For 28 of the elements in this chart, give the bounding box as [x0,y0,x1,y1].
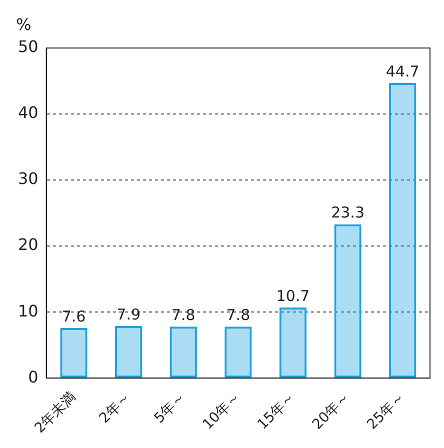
bar [224,326,252,378]
y-tick-label: 30 [18,169,38,188]
x-tick-label: 15年～ [254,389,298,433]
data-label: 7.9 [116,305,140,324]
bar [60,328,88,378]
x-tick-label: 5年～ [151,389,189,427]
x-tick-label: 2年～ [96,389,134,427]
y-tick-label: 50 [18,37,38,56]
data-label: 10.7 [276,286,310,305]
y-axis-title: % [16,15,32,34]
bar [170,326,197,378]
x-tick-label: 10年～ [200,389,244,433]
bar [115,326,142,378]
y-tick-label: 0 [28,367,38,386]
data-label: 7.6 [62,307,86,326]
y-tick-label: 40 [18,103,38,122]
x-tick-label: 2年未満 [32,389,80,436]
y-tick-label: 10 [18,301,38,320]
data-label: 23.3 [331,204,364,222]
x-tick-label: 25年～ [364,389,408,433]
bar [389,82,416,378]
x-tick-label: 20年～ [309,389,354,433]
bar [279,307,307,378]
data-label: 7.8 [226,306,250,324]
bar [334,224,362,378]
y-tick-label: 20 [18,235,38,254]
data-label: 7.8 [171,306,196,324]
data-label: 44.7 [386,62,420,80]
